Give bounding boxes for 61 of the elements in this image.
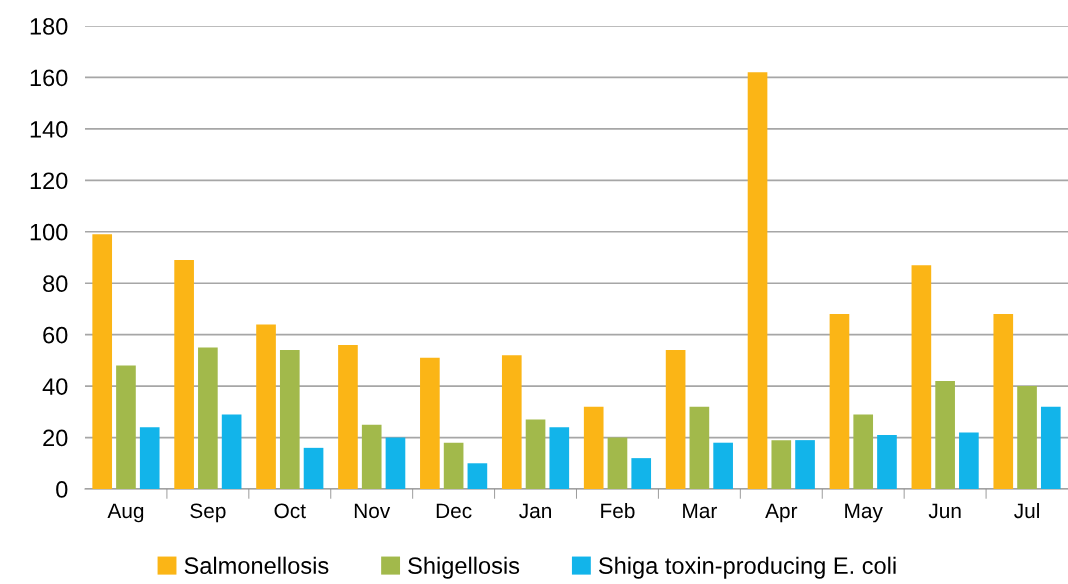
bar [549,427,570,489]
bar [829,314,850,489]
x-tick-label: Aug [107,503,144,523]
bar [467,463,488,489]
bar [385,437,406,489]
y-tick-label: 140 [30,120,68,138]
bar [747,72,768,489]
bar [911,265,932,489]
bar [665,350,686,489]
bar [1040,406,1061,489]
bar [935,380,955,489]
bar [139,427,160,489]
legend-label: Shiga toxin-producing E. coli [598,556,896,579]
bar [713,442,733,489]
bar [92,234,113,489]
bar [116,365,136,489]
y-tick-label: 80 [43,275,68,293]
x-tick-label: Jan [519,503,551,519]
bar [607,437,628,489]
bar [443,442,464,489]
legend-label: Shigellosis [408,556,520,579]
bar [993,314,1014,489]
bar [1017,386,1037,489]
x-tick-label: Nov [354,503,391,519]
bar [853,414,874,489]
x-tick-label: Jul [1014,502,1039,519]
bar [689,406,710,489]
y-tick-label: 160 [30,69,68,87]
bar [338,344,358,489]
bar [303,447,324,489]
x-tick-label: Feb [601,502,635,519]
y-tick-label: 60 [43,326,68,344]
x-tick-label: Dec [436,503,472,519]
bar [631,458,652,489]
y-tick-label: 40 [42,378,68,395]
legend-label: Salmonellosis [184,556,329,575]
bar [279,350,300,489]
bar [361,424,382,489]
y-tick-label: 20 [43,429,68,447]
x-tick-label: Oct [274,503,306,519]
y-tick-label: 100 [30,223,68,241]
bar [583,406,604,489]
bar [771,440,792,489]
y-tick-label: 120 [30,172,68,190]
x-tick-label: Jun [928,503,961,519]
bar [198,347,218,489]
y-tick-label: 0 [56,481,68,498]
bar [525,419,546,489]
x-tick-label: May [845,503,883,523]
bar [877,434,897,489]
x-tick-label: Apr [765,503,798,523]
bar [501,355,522,489]
bar [256,324,276,489]
bar [174,260,194,489]
bar [221,414,242,489]
bar [420,357,440,489]
x-tick-label: Sep [190,503,226,523]
y-tick-label: 180 [30,18,68,35]
bar [795,440,815,489]
bar [959,432,979,489]
x-tick-label: Mar [683,503,717,519]
